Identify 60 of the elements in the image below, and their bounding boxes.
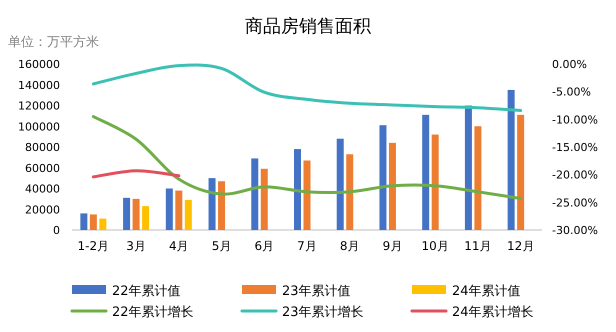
- x-tick-label: 4月: [169, 239, 189, 253]
- bar: [132, 198, 140, 230]
- bar: [80, 213, 88, 230]
- y-tick-label: 40000: [25, 182, 60, 196]
- y-tick-label: 120000: [18, 100, 60, 112]
- y-tick-label: 20000: [25, 203, 60, 216]
- y-tick-label: 0: [53, 224, 60, 237]
- x-tick-label: 9月: [382, 239, 402, 253]
- y-axis-title: 单位：万平方米: [8, 34, 99, 50]
- bar: [304, 160, 310, 230]
- bar: [336, 138, 344, 230]
- y2-tick-label: -20.00%: [552, 168, 598, 182]
- y2-tick-label: -15.00%: [552, 141, 598, 154]
- chart-title: 商品房销售面积: [245, 16, 371, 37]
- bar: [260, 168, 268, 230]
- bar: [175, 190, 182, 230]
- x-tick-label: 7月: [297, 239, 317, 253]
- legend-label: 24年累计增长: [452, 305, 534, 320]
- x-tick-label: 5月: [212, 239, 232, 253]
- y-tick-label: 140000: [18, 78, 60, 92]
- bar: [184, 200, 192, 230]
- legend-label: 23年累计增长: [282, 305, 364, 320]
- y2-tick-label: -5.00%: [552, 86, 591, 99]
- y2-tick-label: 0.00%: [552, 58, 587, 71]
- x-tick-label: 10月: [422, 239, 449, 253]
- bar: [218, 181, 226, 230]
- bar: [422, 114, 430, 230]
- bar: [517, 114, 524, 230]
- x-tick-label: 11月: [464, 239, 492, 253]
- y2-tick-label: -25.00%: [552, 196, 598, 210]
- bar: [294, 149, 301, 230]
- legend-label: 22年累计增长: [112, 305, 194, 320]
- x-tick-label: 8月: [340, 239, 360, 253]
- x-tick-label: 6月: [254, 239, 274, 253]
- bar: [166, 188, 173, 230]
- y-tick-label: 100000: [18, 120, 60, 134]
- bar: [142, 206, 150, 230]
- x-tick-label: 3月: [126, 239, 146, 253]
- bar: [474, 126, 482, 230]
- bar: [123, 198, 130, 230]
- y-tick-label: 160000: [18, 58, 60, 71]
- bar: [90, 214, 97, 230]
- legend-label: 24年累计值: [452, 284, 521, 299]
- y2-tick-label: -10.00%: [552, 113, 598, 126]
- y-tick-label: 80000: [25, 141, 60, 154]
- bar: [379, 125, 386, 230]
- bar: [432, 134, 439, 230]
- bar: [464, 106, 472, 230]
- x-tick-label: 12月: [506, 239, 534, 253]
- y2-tick-label: -30.00%: [552, 224, 598, 237]
- bar: [208, 178, 216, 230]
- x-tick-label: 1-2月: [78, 239, 110, 253]
- legend-label: 23年累计值: [282, 284, 351, 299]
- bar: [388, 142, 396, 230]
- y-tick-label: 60000: [25, 162, 60, 175]
- legend-label: 22年累计值: [112, 284, 181, 299]
- bar: [508, 90, 515, 230]
- bar: [251, 158, 258, 230]
- bar: [346, 154, 354, 230]
- bar: [99, 218, 106, 230]
